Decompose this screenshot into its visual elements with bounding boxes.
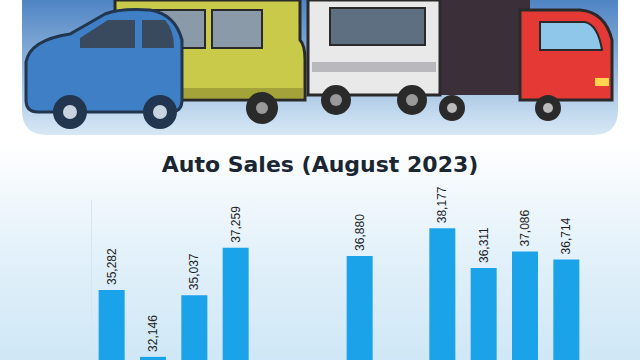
svg-text:35,037: 35,037 [187, 253, 201, 290]
svg-text:36,880: 36,880 [353, 214, 367, 251]
svg-text:36,311: 36,311 [477, 227, 491, 263]
svg-text:32,146: 32,146 [146, 315, 160, 352]
svg-text:37,259: 37,259 [229, 206, 243, 243]
svg-text:Auto Sales (August 2023): Auto Sales (August 2023) [162, 152, 479, 177]
svg-text:36,714: 36,714 [559, 217, 573, 254]
svg-text:35,282: 35,282 [105, 248, 119, 285]
svg-text:38,177: 38,177 [435, 186, 449, 223]
svg-text:37,086: 37,086 [518, 209, 532, 246]
